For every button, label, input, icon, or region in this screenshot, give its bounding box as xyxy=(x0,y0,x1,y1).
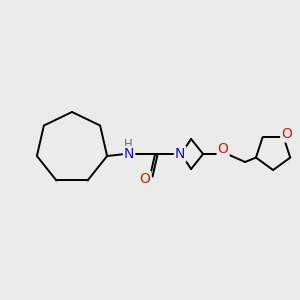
Text: N: N xyxy=(124,147,134,161)
Text: O: O xyxy=(281,128,292,141)
Text: O: O xyxy=(218,142,229,156)
Text: H: H xyxy=(124,137,133,151)
Text: N: N xyxy=(175,147,185,161)
Text: O: O xyxy=(140,172,151,186)
